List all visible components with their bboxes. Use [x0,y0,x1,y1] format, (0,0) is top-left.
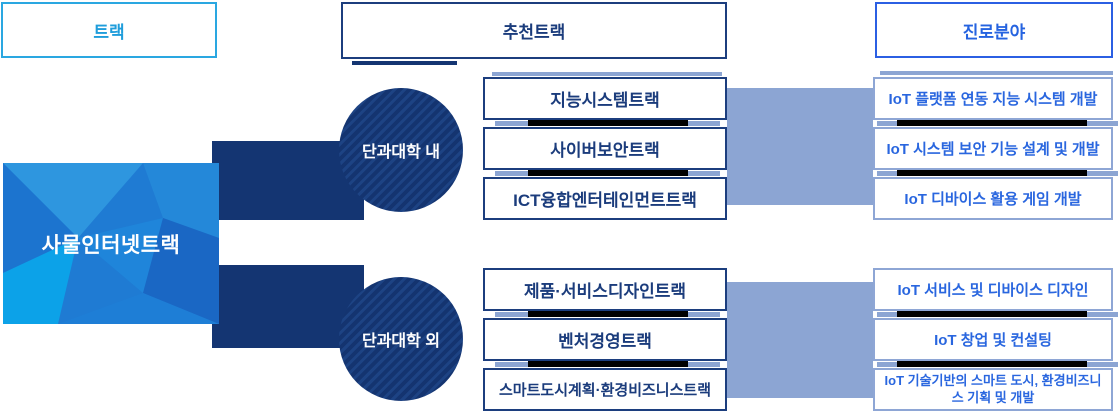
faceted-blue-background [3,163,219,324]
separator-bar-core [897,361,1087,367]
track-cell: 제품·서비스디자인트랙 [483,268,727,311]
header-track-label: 트랙 [93,22,125,42]
track-cell: 지능시스템트랙 [483,77,727,120]
main-track-label: 사물인터넷트랙 [41,233,181,257]
header-career-field-label: 진로분야 [962,22,1026,42]
track-cell-label: 벤처경영트랙 [558,332,652,351]
header-track: 트랙 [1,2,217,58]
career-cell-label: IoT 디바이스 활용 게임 개발 [904,191,1082,208]
separator-bar-core [528,170,688,176]
separator-bar-core [528,361,688,367]
career-cell: IoT 시스템 보안 기능 설계 및 개발 [873,127,1113,170]
header-recommended-track-label: 추천트랙 [502,23,566,42]
track-cell-label: 사이버보안트랙 [550,141,660,160]
separator-bar-core [897,170,1087,176]
separator-bar-core [528,120,688,126]
career-cell-label: IoT 창업 및 컨설팅 [934,332,1052,349]
connector-arm-bottom [212,265,364,348]
track-cell-label: ICT융합엔터테인먼트트랙 [513,191,697,210]
track-cell: ICT융합엔터테인먼트트랙 [483,177,727,220]
shadow-bar-navy [352,61,457,65]
career-cell: IoT 디바이스 활용 게임 개발 [873,177,1113,220]
career-cell: IoT 서비스 및 디바이스 디자인 [873,268,1113,311]
shadow-bar-track-column [492,72,722,76]
separator-bar-core [528,311,688,317]
career-cell: IoT 기술기반의 스마트 도시, 환경비즈니스 기획 및 개발 [873,368,1113,411]
track-cell-label: 지능시스템트랙 [550,91,660,110]
track-cell: 스마트도시계획·환경비즈니스트랙 [483,368,727,411]
track-cell: 벤처경영트랙 [483,318,727,361]
main-track-box: 사물인터넷트랙 [3,163,219,324]
separator-bar-core [897,311,1087,317]
career-cell-label: IoT 플랫폼 연동 지능 시스템 개발 [888,91,1098,108]
header-career-field: 진로분야 [875,2,1113,58]
badge-within-college: 단과대학 내 [339,88,463,212]
career-cell-label: IoT 서비스 및 디바이스 디자인 [897,282,1089,299]
career-cell-label: IoT 시스템 보안 기능 설계 및 개발 [886,141,1100,158]
connector-band-top [727,88,873,205]
badge-within-college-label: 단과대학 내 [361,144,441,161]
career-cell: IoT 창업 및 컨설팅 [873,318,1113,361]
badge-outside-college: 단과대학 외 [339,277,463,401]
separator-bar-core [897,120,1087,126]
badge-outside-college-label: 단과대학 외 [361,333,441,350]
header-recommended-track: 추천트랙 [341,2,727,59]
connector-arm-top [212,141,364,220]
track-cell: 사이버보안트랙 [483,127,727,170]
career-cell-label: IoT 기술기반의 스마트 도시, 환경비즈니스 기획 및 개발 [884,372,1102,405]
career-cell: IoT 플랫폼 연동 지능 시스템 개발 [873,77,1113,120]
connector-band-bottom [727,282,873,398]
shadow-bar-career-column [880,71,1113,75]
track-cell-label: 제품·서비스디자인트랙 [523,282,687,301]
track-cell-label: 스마트도시계획·환경비즈니스트랙 [499,382,711,399]
